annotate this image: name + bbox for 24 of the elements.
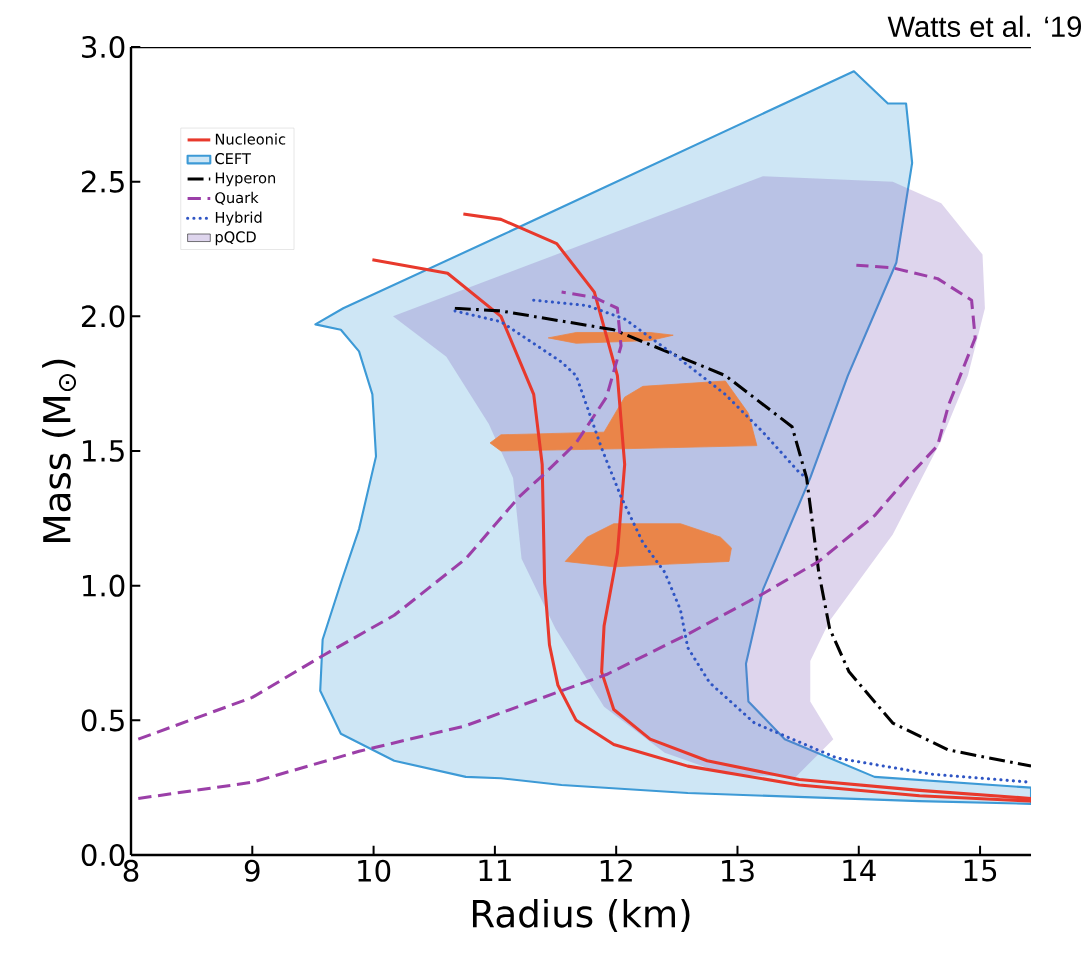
y-tick-label: 2.5	[81, 170, 124, 193]
y-tick-label: 1.0	[83, 574, 125, 597]
x-axis-title: Radius (km)	[472, 898, 690, 933]
x-tick-label: 11	[479, 859, 511, 881]
y-tick-label: 2.0	[81, 305, 125, 328]
y-tick-label: 0.0	[81, 843, 125, 867]
x-tick-label: 14	[843, 859, 876, 881]
x-tick-label: 15	[964, 859, 997, 882]
x-tick-label: 12	[600, 859, 632, 882]
text: Watts et al. ‘19	[887, 15, 1081, 38]
x-tick-label: 8	[123, 859, 139, 882]
legend-label: Nucleonic	[215, 133, 286, 145]
legend-label: Hyperon	[215, 172, 276, 187]
y-axis-title: Mass (M$_{⊙}$)	[42, 359, 77, 542]
x-tick-label: 10	[358, 859, 391, 882]
legend-label: pQCD	[215, 231, 256, 246]
y-tick-label: 3.0	[82, 35, 125, 59]
y-tick-label: 0.5	[81, 709, 124, 732]
legend-label: Quark	[215, 191, 259, 205]
legend-label: Hybrid	[215, 211, 262, 226]
x-tick-label: 9	[244, 859, 260, 882]
y-tick-label: 1.5	[83, 440, 124, 462]
legend-label: CEFT	[215, 153, 252, 165]
x-tick-label: 13	[722, 859, 754, 882]
